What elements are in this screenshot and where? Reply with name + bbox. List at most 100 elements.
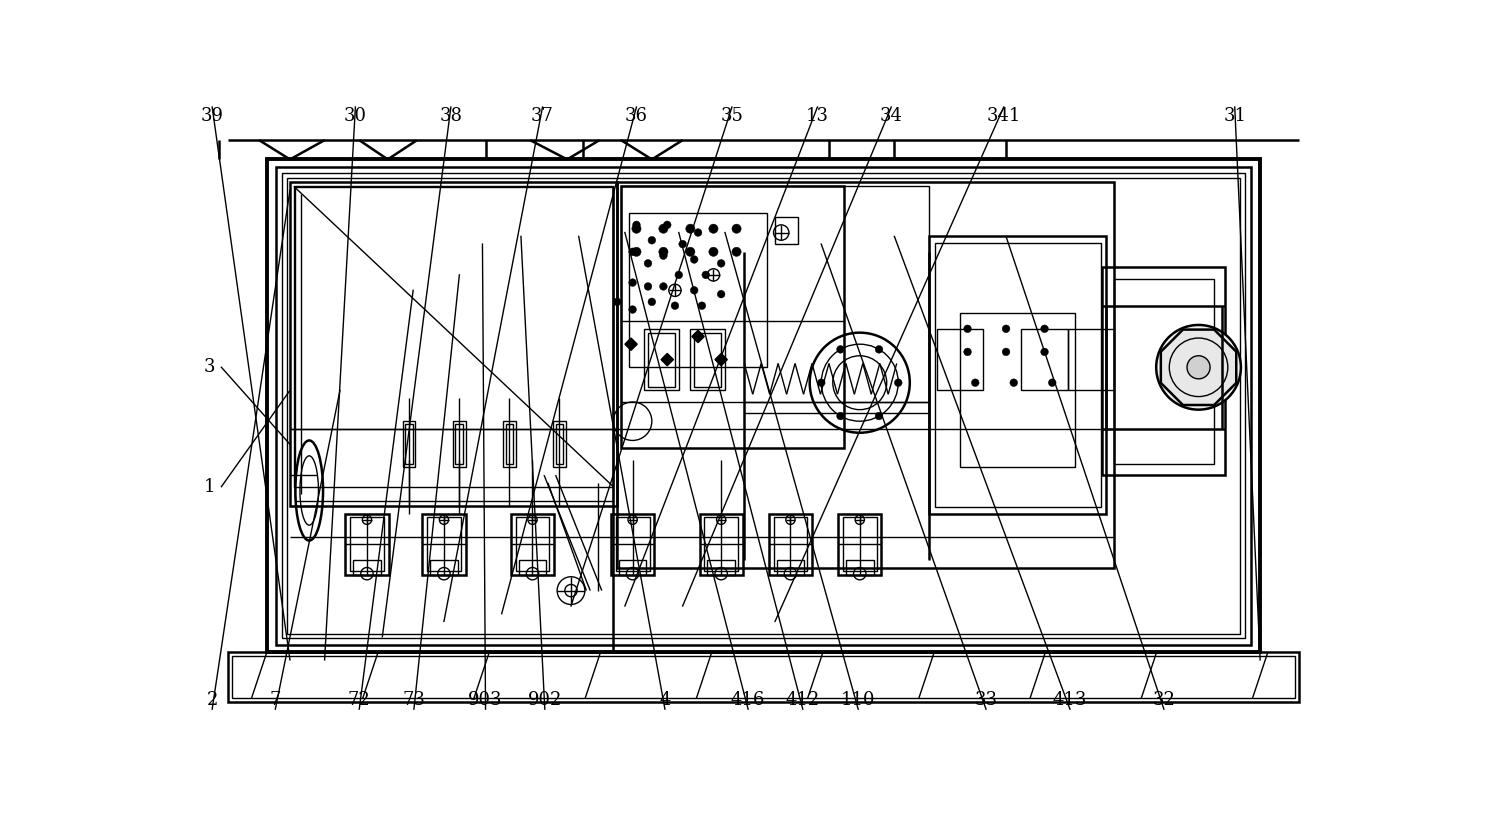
Circle shape bbox=[631, 224, 642, 233]
Bar bbox=[645, 328, 679, 390]
Text: 902: 902 bbox=[527, 691, 561, 709]
Circle shape bbox=[691, 286, 698, 294]
Bar bbox=[515, 518, 549, 571]
Bar bbox=[838, 513, 881, 575]
Bar bbox=[618, 183, 1114, 567]
Circle shape bbox=[628, 248, 636, 256]
Circle shape bbox=[733, 224, 742, 233]
Circle shape bbox=[631, 247, 642, 257]
Bar bbox=[707, 560, 736, 575]
Text: 110: 110 bbox=[841, 691, 876, 709]
Bar bbox=[937, 328, 983, 390]
Bar bbox=[1021, 328, 1068, 390]
Text: 33: 33 bbox=[974, 691, 998, 709]
Circle shape bbox=[709, 247, 718, 257]
Bar bbox=[404, 421, 415, 467]
Bar bbox=[453, 421, 466, 467]
Circle shape bbox=[876, 412, 883, 420]
Bar bbox=[610, 513, 654, 575]
Circle shape bbox=[645, 259, 652, 267]
Text: 31: 31 bbox=[1224, 108, 1246, 126]
Bar bbox=[846, 560, 874, 575]
Circle shape bbox=[971, 379, 980, 386]
Bar bbox=[1114, 279, 1214, 464]
Bar bbox=[929, 236, 1106, 513]
Bar bbox=[506, 425, 514, 465]
Circle shape bbox=[817, 379, 825, 386]
Circle shape bbox=[837, 346, 844, 353]
Polygon shape bbox=[661, 354, 673, 366]
Circle shape bbox=[645, 283, 652, 290]
Bar bbox=[267, 160, 1260, 652]
Bar bbox=[704, 518, 739, 571]
Text: 36: 36 bbox=[625, 108, 648, 126]
Bar bbox=[405, 425, 412, 465]
Circle shape bbox=[675, 271, 682, 279]
Circle shape bbox=[1187, 356, 1211, 379]
Text: 7: 7 bbox=[270, 691, 281, 709]
Text: 4: 4 bbox=[660, 691, 670, 709]
Bar bbox=[700, 513, 743, 575]
Circle shape bbox=[1155, 325, 1240, 410]
Bar bbox=[615, 518, 649, 571]
Text: 1: 1 bbox=[204, 478, 216, 496]
Text: 37: 37 bbox=[532, 108, 554, 126]
Bar bbox=[776, 217, 798, 244]
Bar bbox=[619, 560, 646, 575]
Text: 3: 3 bbox=[204, 359, 216, 377]
Text: 35: 35 bbox=[721, 108, 743, 126]
Circle shape bbox=[672, 302, 679, 310]
Bar bbox=[777, 560, 804, 575]
Bar bbox=[350, 518, 384, 571]
Circle shape bbox=[648, 298, 655, 306]
Bar bbox=[283, 174, 1245, 638]
Bar bbox=[518, 560, 546, 575]
Circle shape bbox=[1010, 379, 1017, 386]
Polygon shape bbox=[625, 338, 637, 350]
Circle shape bbox=[718, 259, 725, 267]
Circle shape bbox=[1002, 325, 1010, 333]
Bar bbox=[628, 214, 767, 368]
Bar bbox=[935, 243, 1100, 508]
Circle shape bbox=[691, 256, 698, 263]
Circle shape bbox=[733, 247, 742, 257]
Circle shape bbox=[876, 346, 883, 353]
Bar bbox=[621, 187, 929, 402]
Bar bbox=[345, 513, 389, 575]
Bar bbox=[555, 425, 563, 465]
Circle shape bbox=[701, 271, 710, 279]
Text: 413: 413 bbox=[1053, 691, 1087, 709]
Circle shape bbox=[1041, 348, 1048, 356]
Circle shape bbox=[709, 224, 718, 233]
Bar bbox=[293, 187, 613, 487]
Bar bbox=[430, 560, 457, 575]
Circle shape bbox=[718, 290, 725, 298]
Bar bbox=[511, 513, 554, 575]
Circle shape bbox=[679, 240, 686, 248]
Text: 34: 34 bbox=[880, 108, 902, 126]
Bar bbox=[423, 513, 466, 575]
Circle shape bbox=[698, 302, 706, 310]
Bar bbox=[232, 656, 1295, 698]
Circle shape bbox=[658, 247, 669, 257]
Bar bbox=[290, 183, 618, 506]
Text: 13: 13 bbox=[806, 108, 829, 126]
Text: 39: 39 bbox=[201, 108, 223, 126]
Text: 32: 32 bbox=[1152, 691, 1175, 709]
Circle shape bbox=[686, 224, 695, 233]
Circle shape bbox=[1041, 325, 1048, 333]
Circle shape bbox=[1002, 348, 1010, 356]
Circle shape bbox=[686, 247, 695, 257]
Circle shape bbox=[664, 221, 672, 229]
Circle shape bbox=[694, 229, 701, 236]
Circle shape bbox=[648, 236, 655, 244]
Circle shape bbox=[1048, 379, 1056, 386]
Circle shape bbox=[963, 325, 971, 333]
Circle shape bbox=[633, 221, 640, 229]
Bar bbox=[287, 178, 1240, 634]
Text: 72: 72 bbox=[348, 691, 371, 709]
Bar bbox=[621, 187, 844, 448]
Bar bbox=[1068, 328, 1114, 390]
Text: 38: 38 bbox=[439, 108, 463, 126]
Text: 73: 73 bbox=[402, 691, 426, 709]
